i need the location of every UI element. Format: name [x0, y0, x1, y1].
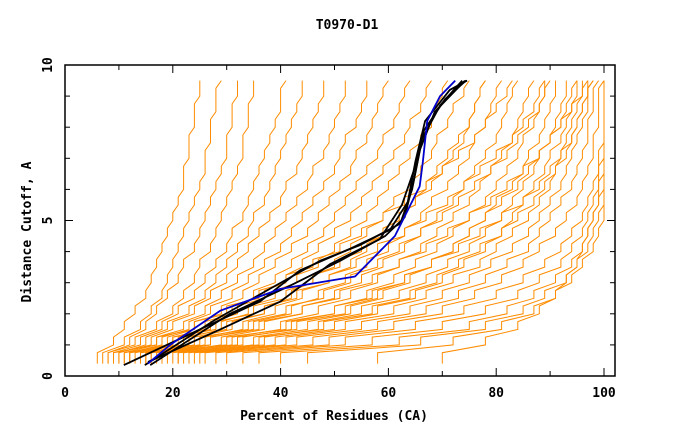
highlight-layer [123, 79, 468, 366]
highlight-curve-black-4 [147, 79, 467, 363]
highlight-curve-black-3 [149, 80, 463, 366]
model-curve-model-22 [193, 80, 578, 364]
model-curve-model-35 [145, 80, 578, 364]
model-curve-model-05 [113, 80, 287, 364]
model-curve-model-06 [118, 80, 303, 364]
x-tick-label: 60 [381, 386, 397, 401]
chart-title: T0970-D1 [316, 18, 379, 33]
model-curve-model-32 [441, 80, 605, 364]
model-curve-model-10 [129, 80, 389, 364]
model-curve-model-40 [150, 80, 594, 364]
model-curve-model-24 [204, 80, 594, 364]
x-tick-label: 80 [488, 386, 504, 401]
model-curve-model-23 [199, 80, 583, 364]
x-tick-label: 100 [592, 386, 616, 401]
series-layer [96, 80, 605, 364]
y-axis-label: Distance Cutoff, A [20, 161, 35, 302]
model-curve-model-36 [129, 80, 546, 364]
model-curve-model-02 [102, 80, 222, 364]
x-tick-label: 40 [273, 386, 289, 401]
model-curve-model-12 [140, 80, 432, 364]
model-curve-model-39 [140, 80, 551, 364]
x-tick-label: 0 [61, 386, 69, 401]
ticks-layer [64, 64, 615, 377]
y-tick-label: 5 [41, 217, 56, 225]
model-curve-model-04 [107, 80, 255, 364]
x-tick-label: 20 [165, 386, 181, 401]
model-curve-model-03 [107, 80, 238, 364]
tick-labels: 0 20 40 60 80 100 0 5 10 [41, 57, 616, 401]
model-curve-model-01 [96, 80, 201, 364]
model-curve-model-18 [172, 80, 535, 364]
model-curve-model-08 [123, 80, 346, 364]
model-curve-model-25 [215, 80, 600, 364]
model-curve-model-26 [226, 80, 605, 364]
model-curve-model-07 [118, 80, 325, 364]
model-curve-model-09 [129, 80, 368, 364]
highlight-curve-blue-1 [147, 79, 456, 365]
y-tick-label: 0 [41, 372, 56, 380]
x-axis-label: Percent of Residues (CA) [240, 409, 428, 424]
model-curve-model-13 [145, 80, 449, 364]
y-tick-label: 10 [41, 57, 56, 73]
